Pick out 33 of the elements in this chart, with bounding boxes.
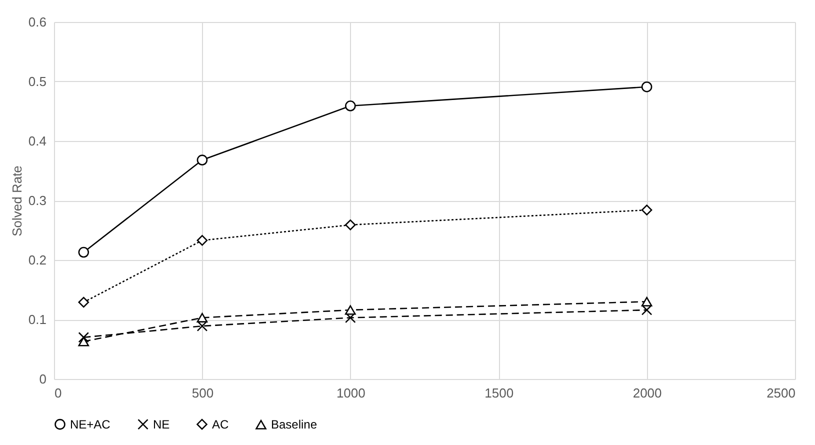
point <box>345 312 356 324</box>
point <box>641 304 652 316</box>
point <box>196 154 208 166</box>
y-tick-label: 0.1 <box>28 312 46 327</box>
y-tick-label: 0.4 <box>28 134 46 148</box>
point <box>78 336 90 346</box>
x-tick-label: 2500 <box>766 386 796 400</box>
y-tick-label: 0.5 <box>28 74 46 89</box>
y-tick-label: 0.2 <box>28 252 46 268</box>
y-tick-label: 0 <box>39 372 46 386</box>
point <box>345 305 356 315</box>
legend-label: NE+AC <box>70 417 111 432</box>
x-tick-label: 0 <box>54 386 62 400</box>
point <box>641 81 652 92</box>
y-axis-title: Solved Rate <box>9 166 24 236</box>
legend-label: AC <box>212 417 230 432</box>
point <box>196 234 208 246</box>
point <box>345 100 356 112</box>
y-tick-label: 0.3 <box>28 193 46 208</box>
point <box>78 296 90 308</box>
x-tick-label: 2000 <box>632 386 662 400</box>
point <box>196 312 208 322</box>
point <box>641 296 652 306</box>
point <box>345 220 356 230</box>
point <box>78 332 90 343</box>
point <box>78 246 90 258</box>
legend-label: NE <box>153 417 170 432</box>
x-tick-label: 1000 <box>336 386 366 400</box>
point <box>641 204 652 216</box>
legend-label: Baseline <box>271 418 318 432</box>
x-tick-label: 1500 <box>484 386 514 400</box>
x-tick-label: 500 <box>192 386 214 400</box>
y-tick-label: 0.6 <box>28 14 46 30</box>
